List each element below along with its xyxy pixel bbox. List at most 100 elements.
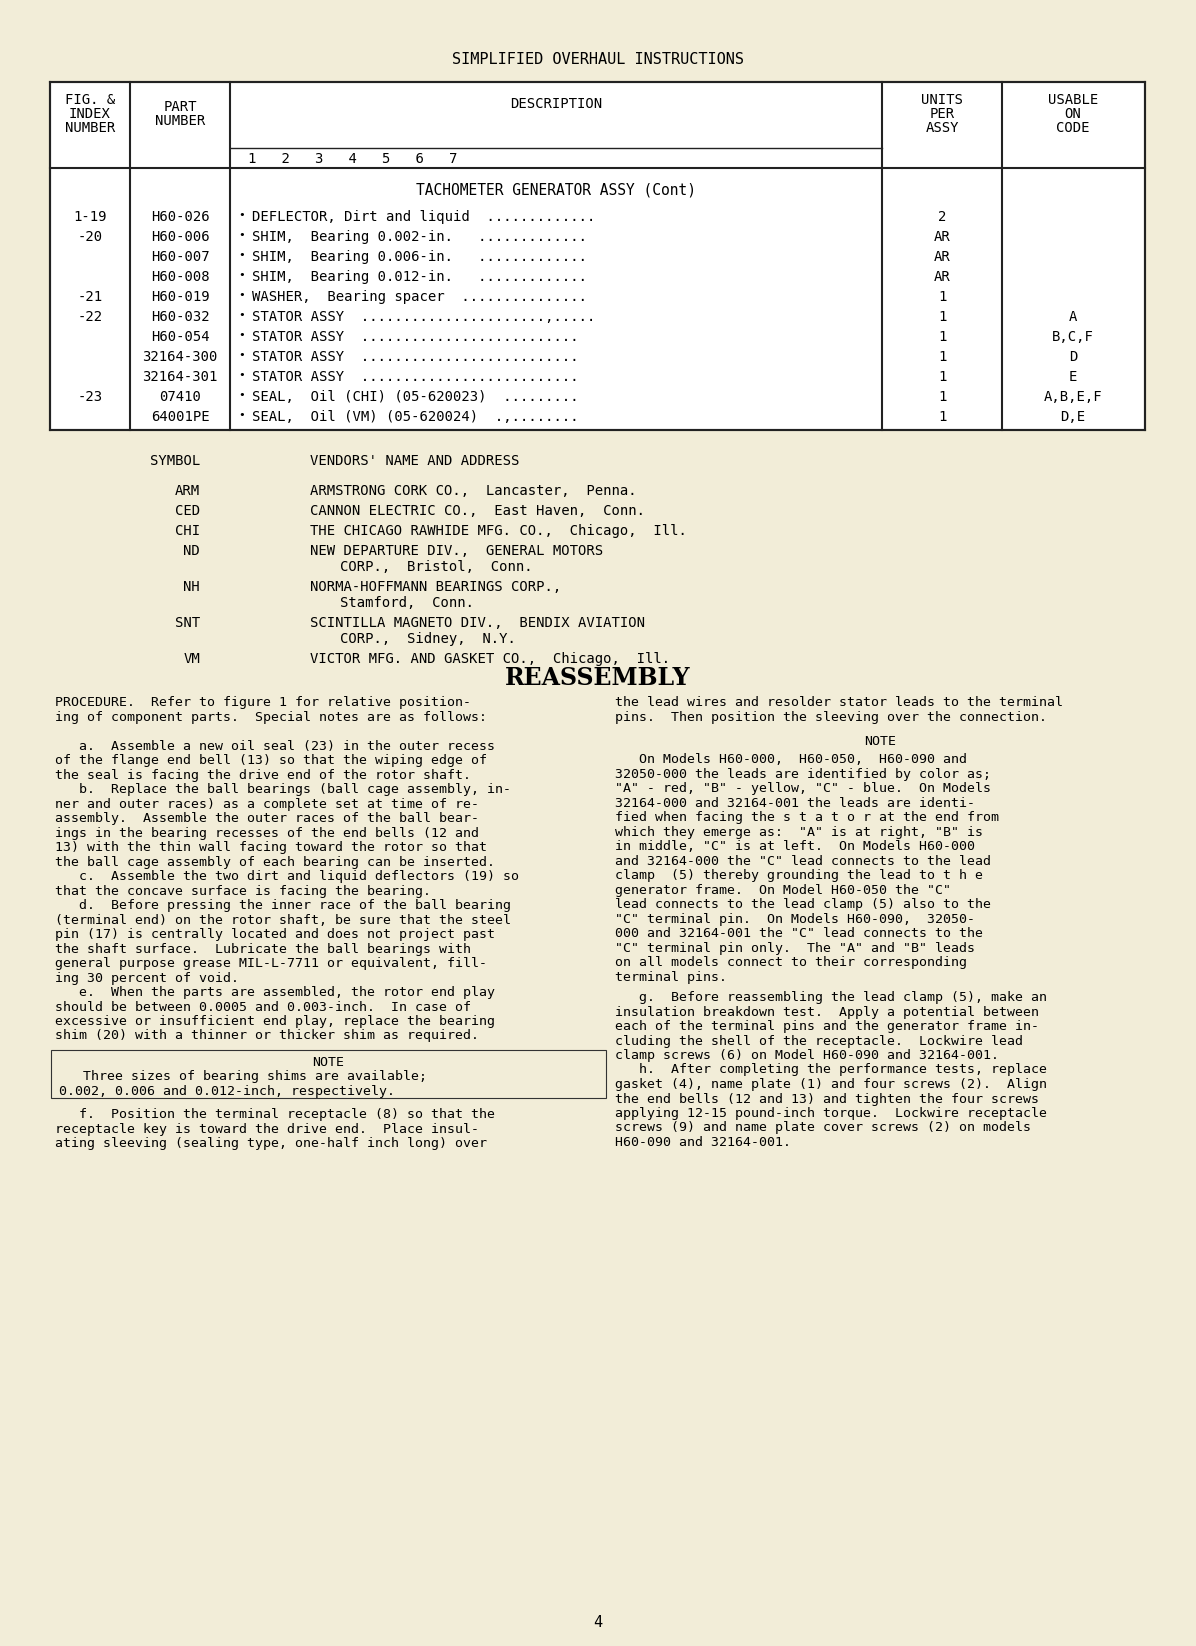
Text: should be between 0.0005 and 0.003-inch.  In case of: should be between 0.0005 and 0.003-inch.… <box>55 1001 471 1014</box>
Text: STATOR ASSY  ..........................: STATOR ASSY .......................... <box>252 370 579 384</box>
Text: ings in the bearing recesses of the end bells (12 and: ings in the bearing recesses of the end … <box>55 826 480 839</box>
Text: AR: AR <box>934 230 951 244</box>
Text: "C" terminal pin.  On Models H60-090,  32050-: "C" terminal pin. On Models H60-090, 320… <box>615 912 975 925</box>
Text: in middle, "C" is at left.  On Models H60-000: in middle, "C" is at left. On Models H60… <box>615 839 975 853</box>
Text: ON: ON <box>1064 107 1081 122</box>
Text: H60-006: H60-006 <box>151 230 209 244</box>
Text: SHIM,  Bearing 0.002-in.   .............: SHIM, Bearing 0.002-in. ............. <box>252 230 587 244</box>
Text: -21: -21 <box>78 290 103 305</box>
Text: NORMA-HOFFMANN BEARINGS CORP.,: NORMA-HOFFMANN BEARINGS CORP., <box>310 579 561 594</box>
Text: •: • <box>238 410 245 420</box>
Text: the end bells (12 and 13) and tighten the four screws: the end bells (12 and 13) and tighten th… <box>615 1093 1039 1106</box>
Text: 07410: 07410 <box>159 390 201 403</box>
Text: which they emerge as:  "A" is at right, "B" is: which they emerge as: "A" is at right, "… <box>615 826 983 838</box>
Text: SCINTILLA MAGNETO DIV.,  BENDIX AVIATION: SCINTILLA MAGNETO DIV., BENDIX AVIATION <box>310 616 645 630</box>
Text: -23: -23 <box>78 390 103 403</box>
Text: •: • <box>238 351 245 360</box>
Text: WASHER,  Bearing spacer  ...............: WASHER, Bearing spacer ............... <box>252 290 587 305</box>
Text: 1: 1 <box>938 370 946 384</box>
Text: ASSY: ASSY <box>926 122 959 135</box>
Text: c.  Assemble the two dirt and liquid deflectors (19) so: c. Assemble the two dirt and liquid defl… <box>55 871 519 882</box>
Text: 4: 4 <box>593 1615 603 1630</box>
Text: DEFLECTOR, Dirt and liquid  .............: DEFLECTOR, Dirt and liquid ............. <box>252 211 596 224</box>
Text: On Models H60-000,  H60-050,  H60-090 and: On Models H60-000, H60-050, H60-090 and <box>615 752 968 765</box>
Text: USABLE: USABLE <box>1048 94 1098 107</box>
Text: 64001PE: 64001PE <box>151 410 209 425</box>
Text: general purpose grease MIL-L-7711 or equivalent, fill-: general purpose grease MIL-L-7711 or equ… <box>55 956 487 969</box>
Text: terminal pins.: terminal pins. <box>615 971 727 984</box>
Text: H60-008: H60-008 <box>151 270 209 285</box>
Text: E: E <box>1069 370 1078 384</box>
Text: REASSEMBLY: REASSEMBLY <box>505 667 691 690</box>
Text: ARM: ARM <box>175 484 200 499</box>
Text: excessive or insufficient end play, replace the bearing: excessive or insufficient end play, repl… <box>55 1016 495 1029</box>
Text: d.  Before pressing the inner race of the ball bearing: d. Before pressing the inner race of the… <box>55 899 511 912</box>
Text: NUMBER: NUMBER <box>154 114 206 128</box>
Text: STATOR ASSY  ..........................: STATOR ASSY .......................... <box>252 351 579 364</box>
Text: the seal is facing the drive end of the rotor shaft.: the seal is facing the drive end of the … <box>55 769 471 782</box>
Text: D: D <box>1069 351 1078 364</box>
Text: SEAL,  Oil (CHI) (05-620023)  .........: SEAL, Oil (CHI) (05-620023) ......... <box>252 390 579 403</box>
Text: PART: PART <box>163 100 197 114</box>
Text: insulation breakdown test.  Apply a potential between: insulation breakdown test. Apply a poten… <box>615 1006 1039 1019</box>
Text: shim (20) with a thinner or thicker shim as required.: shim (20) with a thinner or thicker shim… <box>55 1029 480 1042</box>
Text: AR: AR <box>934 270 951 285</box>
Text: assembly.  Assemble the outer races of the ball bear-: assembly. Assemble the outer races of th… <box>55 811 480 825</box>
Text: lead connects to the lead clamp (5) also to the: lead connects to the lead clamp (5) also… <box>615 899 991 910</box>
Text: the ball cage assembly of each bearing can be inserted.: the ball cage assembly of each bearing c… <box>55 856 495 869</box>
Text: 32164-301: 32164-301 <box>142 370 218 384</box>
Text: -20: -20 <box>78 230 103 244</box>
Text: VENDORS' NAME AND ADDRESS: VENDORS' NAME AND ADDRESS <box>310 454 519 467</box>
Bar <box>51 1050 606 1098</box>
Text: VICTOR MFG. AND GASKET CO.,  Chicago,  Ill.: VICTOR MFG. AND GASKET CO., Chicago, Ill… <box>310 652 670 667</box>
Text: the shaft surface.  Lubricate the ball bearings with: the shaft surface. Lubricate the ball be… <box>55 943 471 955</box>
Text: a.  Assemble a new oil seal (23) in the outer recess: a. Assemble a new oil seal (23) in the o… <box>55 739 495 752</box>
Text: NUMBER: NUMBER <box>65 122 115 135</box>
Text: •: • <box>238 370 245 380</box>
Text: CHI: CHI <box>175 523 200 538</box>
Text: and 32164-000 the "C" lead connects to the lead: and 32164-000 the "C" lead connects to t… <box>615 854 991 867</box>
Text: 000 and 32164-001 the "C" lead connects to the: 000 and 32164-001 the "C" lead connects … <box>615 927 983 940</box>
Text: H60-007: H60-007 <box>151 250 209 263</box>
Text: ND: ND <box>183 543 200 558</box>
Text: pin (17) is centrally located and does not project past: pin (17) is centrally located and does n… <box>55 928 495 942</box>
Text: H60-090 and 32164-001.: H60-090 and 32164-001. <box>615 1136 791 1149</box>
Text: •: • <box>238 270 245 280</box>
Text: screws (9) and name plate cover screws (2) on models: screws (9) and name plate cover screws (… <box>615 1121 1031 1134</box>
Text: •: • <box>238 230 245 240</box>
Text: AR: AR <box>934 250 951 263</box>
Text: b.  Replace the ball bearings (ball cage assembly, in-: b. Replace the ball bearings (ball cage … <box>55 783 511 797</box>
Text: INDEX: INDEX <box>69 107 111 122</box>
Text: SNT: SNT <box>175 616 200 630</box>
Text: 1   2   3   4   5   6   7: 1 2 3 4 5 6 7 <box>248 151 457 166</box>
Text: g.  Before reassembling the lead clamp (5), make an: g. Before reassembling the lead clamp (5… <box>615 991 1046 1004</box>
Text: CORP.,  Sidney,  N.Y.: CORP., Sidney, N.Y. <box>340 632 515 645</box>
Text: CORP.,  Bristol,  Conn.: CORP., Bristol, Conn. <box>340 560 532 574</box>
Text: CODE: CODE <box>1056 122 1090 135</box>
Text: 1: 1 <box>938 290 946 305</box>
Text: 2: 2 <box>938 211 946 224</box>
Text: STATOR ASSY  ......................,.....: STATOR ASSY ......................,..... <box>252 309 596 324</box>
Text: •: • <box>238 390 245 400</box>
Text: VM: VM <box>183 652 200 667</box>
Text: B,C,F: B,C,F <box>1052 329 1094 344</box>
Text: 1: 1 <box>938 329 946 344</box>
Text: clamp screws (6) on Model H60-090 and 32164-001.: clamp screws (6) on Model H60-090 and 32… <box>615 1049 999 1062</box>
Text: TACHOMETER GENERATOR ASSY (Cont): TACHOMETER GENERATOR ASSY (Cont) <box>416 183 696 198</box>
Text: ner and outer races) as a complete set at time of re-: ner and outer races) as a complete set a… <box>55 798 480 810</box>
Text: Three sizes of bearing shims are available;: Three sizes of bearing shims are availab… <box>59 1070 427 1083</box>
Text: NEW DEPARTURE DIV.,  GENERAL MOTORS: NEW DEPARTURE DIV., GENERAL MOTORS <box>310 543 603 558</box>
Text: on all models connect to their corresponding: on all models connect to their correspon… <box>615 956 968 969</box>
Text: gasket (4), name plate (1) and four screws (2).  Align: gasket (4), name plate (1) and four scre… <box>615 1078 1046 1091</box>
Text: of the flange end bell (13) so that the wiping edge of: of the flange end bell (13) so that the … <box>55 754 487 767</box>
Text: NH: NH <box>183 579 200 594</box>
Text: •: • <box>238 290 245 300</box>
Text: THE CHICAGO RAWHIDE MFG. CO.,  Chicago,  Ill.: THE CHICAGO RAWHIDE MFG. CO., Chicago, I… <box>310 523 687 538</box>
Text: the lead wires and resolder stator leads to the terminal: the lead wires and resolder stator leads… <box>615 696 1063 709</box>
Text: SHIM,  Bearing 0.012-in.   .............: SHIM, Bearing 0.012-in. ............. <box>252 270 587 285</box>
Text: receptacle key is toward the drive end.  Place insul-: receptacle key is toward the drive end. … <box>55 1123 480 1136</box>
Text: 32164-000 and 32164-001 the leads are identi-: 32164-000 and 32164-001 the leads are id… <box>615 797 975 810</box>
Text: A,B,E,F: A,B,E,F <box>1044 390 1103 403</box>
Text: 1: 1 <box>938 390 946 403</box>
Text: 1: 1 <box>938 309 946 324</box>
